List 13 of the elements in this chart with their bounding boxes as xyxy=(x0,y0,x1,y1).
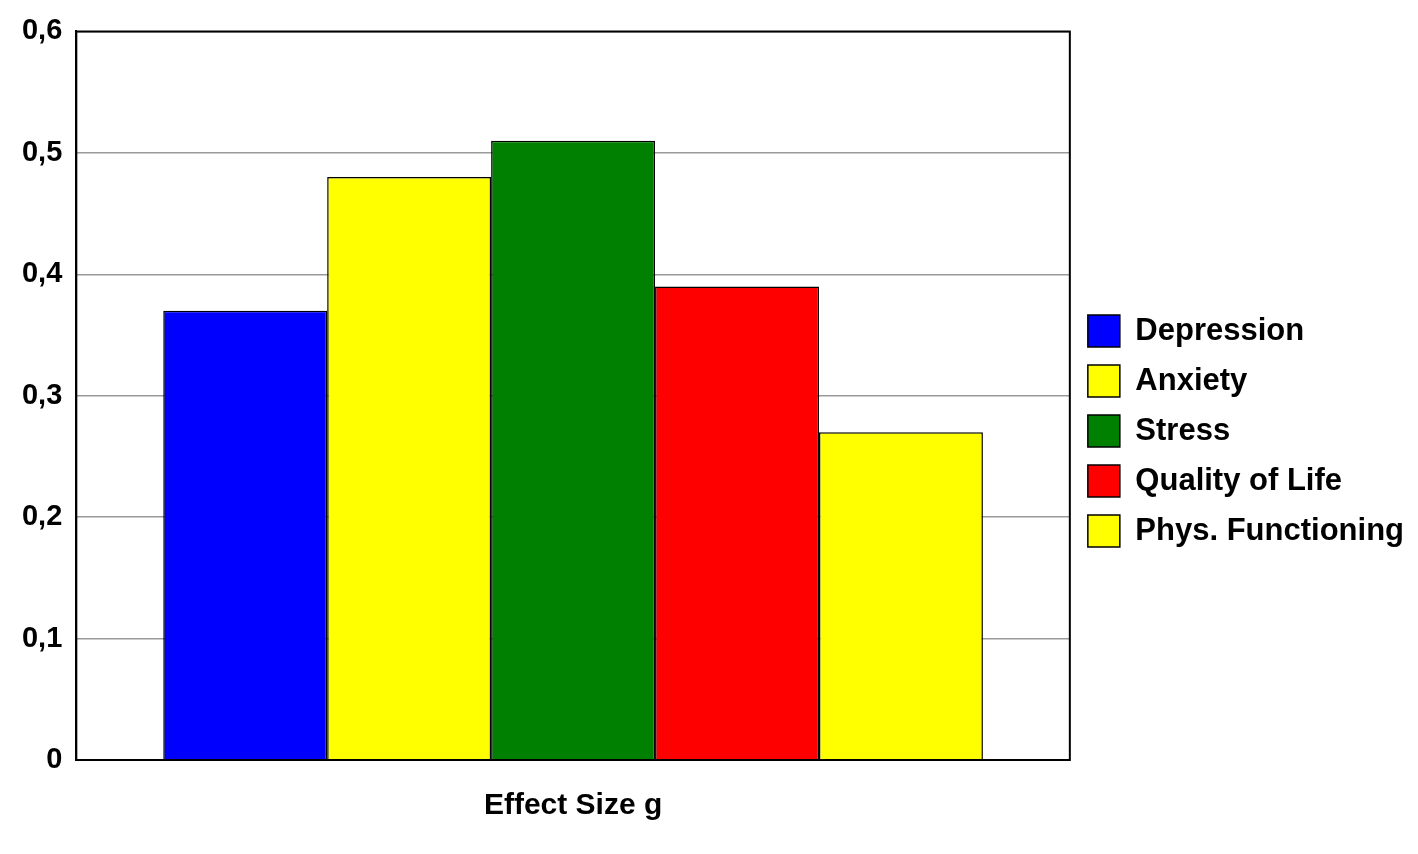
x-tick-label: Effect Size g xyxy=(483,787,663,821)
y-tick-label: 0,5 xyxy=(21,134,63,167)
y-tick-label: 0,6 xyxy=(21,13,63,46)
legend-label: Stress xyxy=(1135,411,1231,447)
legend-label: Phys. Functioning xyxy=(1135,511,1405,547)
y-tick-label: 0 xyxy=(46,742,63,774)
legend-label: Anxiety xyxy=(1135,361,1249,397)
y-tick-label: 0,4 xyxy=(21,256,63,289)
y-tick-label: 0,3 xyxy=(21,377,63,410)
legend-label: Depression xyxy=(1135,311,1305,347)
legend-label: Quality of Life xyxy=(1135,461,1343,497)
y-tick-label: 0,2 xyxy=(21,499,63,532)
y-tick-label: 0,1 xyxy=(21,620,63,653)
